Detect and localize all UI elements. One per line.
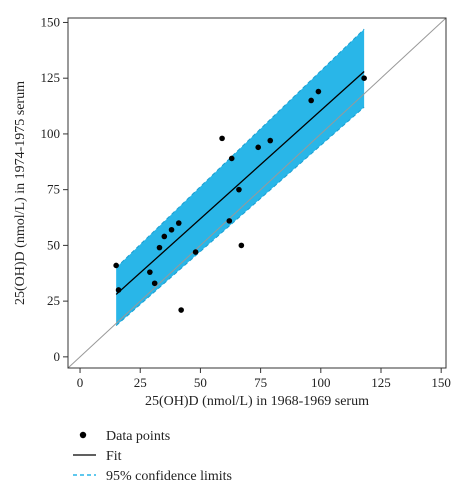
legend-marker-data-points xyxy=(79,431,87,439)
x-tick-label: 50 xyxy=(194,375,207,390)
y-tick-label: 150 xyxy=(41,14,61,29)
confidence-band-layer xyxy=(115,28,365,327)
data-point xyxy=(255,144,262,151)
x-axis-label: 25(OH)D (nmol/L) in 1968-1969 serum xyxy=(145,394,369,409)
data-point xyxy=(236,186,242,193)
data-point xyxy=(175,220,182,226)
x-tick-label: 0 xyxy=(77,375,84,390)
fit-line-layer xyxy=(115,71,365,295)
y-tick-label: 25 xyxy=(47,293,60,308)
plot-frame xyxy=(67,17,447,369)
data-point xyxy=(192,249,199,255)
data-point xyxy=(228,155,235,162)
x-tick-label: 75 xyxy=(254,375,267,390)
data-point xyxy=(178,307,184,313)
data-points-layer xyxy=(113,75,367,313)
data-point xyxy=(226,218,233,224)
y-tick-label: 0 xyxy=(54,349,61,364)
data-point xyxy=(361,75,367,81)
data-point xyxy=(115,287,122,293)
legend: Data points Fit 95% confidence limits xyxy=(73,429,232,484)
upper-confidence-limit xyxy=(115,28,365,269)
y-tick-label: 50 xyxy=(47,237,60,252)
y-tick-label: 75 xyxy=(47,182,60,197)
x-axis-ticks: 0 25 50 75 100 125 150 xyxy=(77,368,451,390)
x-tick-label: 150 xyxy=(431,375,451,390)
data-point xyxy=(308,97,314,104)
x-tick-label: 100 xyxy=(311,375,331,390)
y-tick-label: 125 xyxy=(41,70,61,85)
legend-label-confidence: 95% confidence limits xyxy=(106,469,232,484)
identity-line xyxy=(67,17,447,369)
identity-line-layer xyxy=(67,17,447,369)
data-point xyxy=(168,226,175,233)
fit-line xyxy=(115,71,365,295)
y-tick-label: 100 xyxy=(41,126,61,141)
x-tick-label: 25 xyxy=(134,375,147,390)
x-tick-label: 125 xyxy=(371,375,391,390)
data-point xyxy=(219,135,225,142)
legend-label-fit: Fit xyxy=(106,449,122,464)
lower-confidence-limit xyxy=(115,106,365,327)
data-point xyxy=(238,242,245,249)
data-point xyxy=(113,262,119,269)
confidence-band xyxy=(116,29,365,326)
data-point xyxy=(315,88,322,95)
y-axis-ticks: 0 25 50 75 100 125 150 xyxy=(41,14,68,364)
data-point xyxy=(151,280,158,287)
legend-label-data-points: Data points xyxy=(106,429,170,444)
y-axis-label: 25(OH)D (nmol/L) in 1974-1975 serum xyxy=(13,81,28,305)
data-point xyxy=(156,244,163,251)
data-point xyxy=(147,269,153,275)
data-point xyxy=(267,137,274,144)
data-point xyxy=(161,233,168,240)
